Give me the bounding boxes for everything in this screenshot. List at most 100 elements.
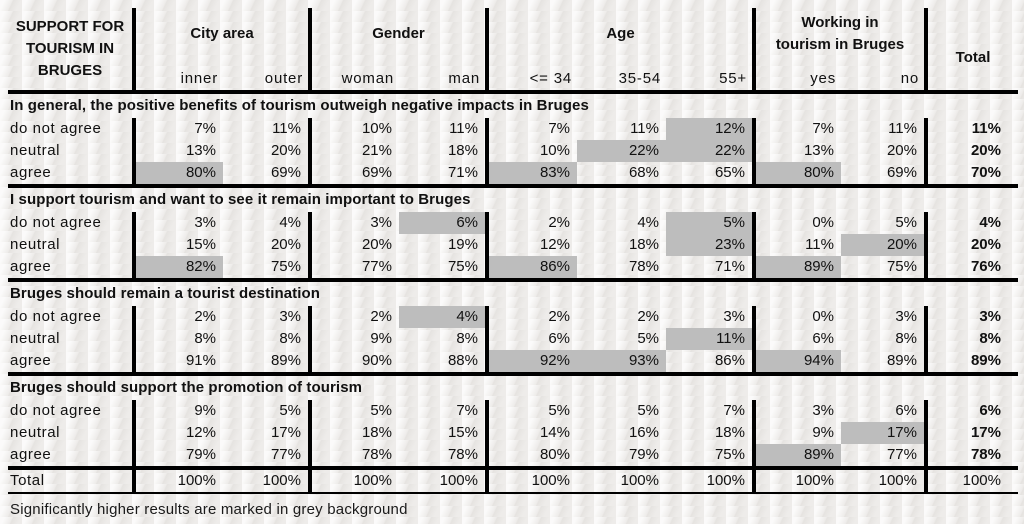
data-cell: 5% — [637, 330, 659, 347]
total-cell: 17% — [924, 422, 1018, 444]
data-cell: 13% — [132, 140, 223, 162]
data-cell: 6% — [752, 328, 841, 350]
data-cell: 100% — [577, 468, 666, 494]
data-cell: 3% — [752, 400, 841, 422]
row-label: Total — [8, 468, 134, 494]
data-cell: 9% — [132, 400, 223, 422]
data-cell: 2% — [485, 306, 577, 328]
data-cell: 75% — [841, 256, 926, 282]
data-cell: 8% — [895, 330, 917, 347]
data-cell: 6% — [895, 402, 917, 419]
data-cell: 11% — [752, 234, 841, 256]
data-cell: 2% — [132, 306, 223, 328]
data-row: do not agree 9% 5% 5% 7% 5% 5% 7% 3% 6% 6% — [8, 400, 1018, 422]
row-label: neutral — [10, 142, 61, 159]
row-label: do not agree — [10, 120, 102, 137]
column-group-city-area: City area — [132, 8, 310, 60]
data-cell: 21% — [308, 140, 399, 162]
data-cell: 100% — [666, 468, 754, 494]
data-cell: 2% — [485, 212, 577, 234]
column-group-total: Total — [924, 8, 1018, 94]
header-group-row: SUPPORT FOR TOURISM IN BRUGES City area … — [8, 8, 1018, 94]
data-cell: 2% — [308, 306, 399, 328]
data-cell: 4% — [279, 214, 301, 231]
row-label: neutral — [10, 236, 61, 253]
data-cell: 17% — [270, 424, 301, 441]
data-cell: 13% — [752, 140, 841, 162]
data-cell: 3% — [723, 308, 745, 325]
row-label: neutral — [10, 330, 61, 347]
data-cell: 77% — [223, 444, 310, 470]
total-row: Total 100% 100% 100% 100% 100% 100% 100% 100% 100… — [8, 468, 1018, 494]
data-cell: 12% — [666, 118, 754, 140]
total-cell: 6% — [924, 400, 1018, 422]
data-cell: 11% — [272, 120, 301, 137]
data-cell: 3% — [895, 308, 917, 325]
data-cell: 78% — [399, 444, 487, 470]
header-sub-row: inner outer woman man <= 34 35-54 55+ ye… — [8, 60, 1018, 94]
table-header: SUPPORT FOR TOURISM IN BRUGES City area … — [8, 8, 1018, 94]
data-cell: 94% — [752, 350, 841, 376]
total-cell: 20% — [924, 140, 1018, 162]
data-cell: 18% — [308, 422, 399, 444]
data-cell: 5% — [308, 400, 399, 422]
data-cell: 15% — [132, 234, 223, 256]
row-label: agree — [8, 162, 134, 188]
section-title-row: I support tourism and want to see it rem… — [8, 186, 1018, 212]
column-group-gender: Gender — [308, 8, 487, 60]
data-cell: 23% — [666, 234, 754, 256]
data-cell: 18% — [628, 236, 659, 253]
data-cell: 0% — [752, 306, 841, 328]
row-label: agree — [8, 350, 134, 376]
column-group-working-in-tourism: Working in tourism in Bruges — [752, 8, 926, 60]
data-cell: 65% — [666, 162, 754, 188]
total-cell: 11% — [924, 118, 1018, 140]
data-cell: 4% — [399, 306, 487, 328]
data-row: neutral 15% 20% 20% 19% 12% 18% 23% 11% 20% 20% — [8, 234, 1018, 256]
data-cell: 22% — [577, 140, 666, 162]
table-title: SUPPORT FOR TOURISM IN BRUGES — [8, 8, 134, 94]
data-cell: 7% — [723, 402, 745, 419]
data-cell: 16% — [628, 424, 659, 441]
section-title: Bruges should remain a tourist destinati… — [10, 285, 321, 302]
data-cell: 100% — [132, 468, 223, 494]
data-cell: 18% — [714, 424, 745, 441]
data-cell: 5% — [485, 400, 577, 422]
data-cell: 20% — [270, 236, 301, 253]
data-cell: 7% — [456, 402, 478, 419]
col-header-35-54: 35-54 — [577, 60, 666, 94]
data-cell: 12% — [485, 234, 577, 256]
data-cell: 0% — [752, 212, 841, 234]
data-cell: 11% — [449, 120, 478, 137]
data-cell: 89% — [223, 350, 310, 376]
total-cell: 89% — [924, 350, 1018, 376]
data-cell: 6% — [485, 328, 577, 350]
row-label: neutral — [10, 424, 61, 441]
data-cell: 3% — [308, 212, 399, 234]
row-label: do not agree — [10, 402, 102, 419]
data-cell: 2% — [637, 308, 659, 325]
data-cell: 6% — [399, 212, 487, 234]
col-header-man: man — [399, 60, 487, 94]
data-cell: 8% — [132, 328, 223, 350]
data-cell: 78% — [577, 256, 666, 282]
data-cell: 79% — [577, 444, 666, 470]
data-cell: 7% — [752, 118, 841, 140]
data-cell: 5% — [637, 402, 659, 419]
data-cell: 9% — [752, 422, 841, 444]
data-cell: 69% — [223, 162, 310, 188]
data-cell: 11% — [888, 120, 917, 137]
data-row: neutral 13% 20% 21% 18% 10% 22% 22% 13% 20% 20% — [8, 140, 1018, 162]
total-cell: 76% — [924, 256, 1018, 282]
data-row: agree 82% 75% 77% 75% 86% 78% 71% 89% 75% 76% — [8, 256, 1018, 282]
data-cell: 7% — [485, 118, 577, 140]
data-cell: 75% — [223, 256, 310, 282]
data-cell: 8% — [279, 330, 301, 347]
data-cell: 88% — [399, 350, 487, 376]
data-cell: 100% — [752, 468, 841, 494]
data-cell: 92% — [485, 350, 577, 376]
total-cell: 100% — [924, 468, 1018, 494]
col-header-55plus: 55+ — [666, 60, 754, 94]
data-cell: 80% — [752, 162, 841, 188]
